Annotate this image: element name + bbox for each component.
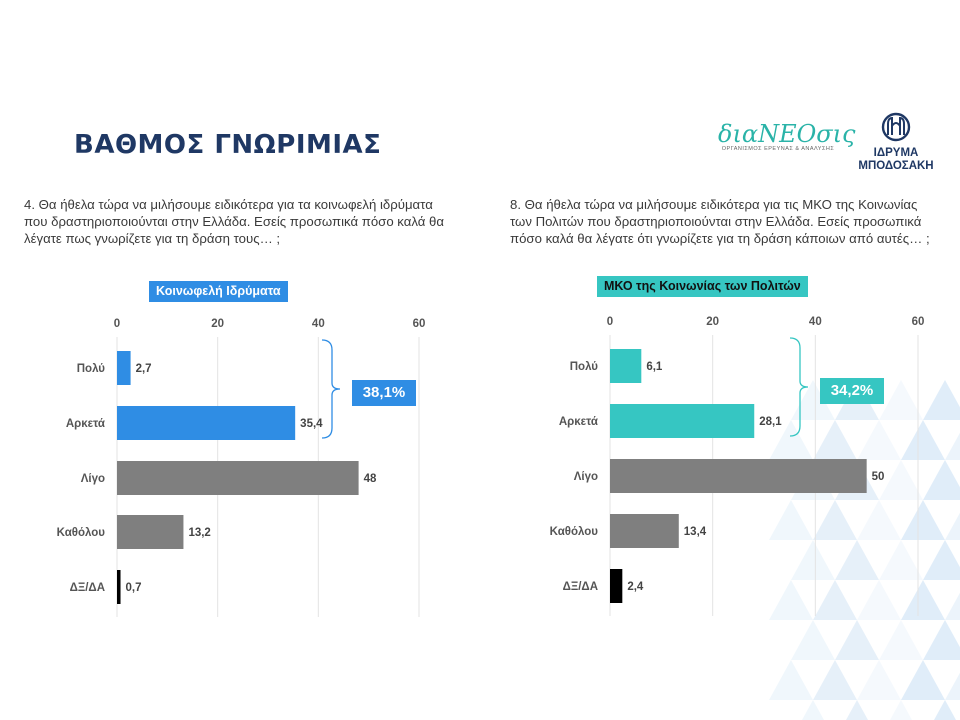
page-title: ΒΑΘΜΟΣ ΓΝΩΡΙΜΙΑΣ bbox=[74, 130, 382, 160]
summary-badge-right: 34,2% bbox=[820, 378, 884, 404]
bar bbox=[117, 351, 131, 385]
x-tick-label: 60 bbox=[912, 316, 925, 328]
value-label: 35,4 bbox=[300, 418, 323, 430]
decor-triangle bbox=[879, 380, 923, 420]
value-label: 13,4 bbox=[684, 526, 707, 538]
x-tick-label: 40 bbox=[312, 318, 325, 330]
x-tick-label: 20 bbox=[706, 316, 719, 328]
decor-triangle bbox=[813, 420, 857, 460]
grouping-bracket bbox=[789, 337, 809, 437]
bodossaki-name-line1: ΙΔΡΥΜΑ bbox=[873, 147, 919, 159]
decor-triangle bbox=[769, 580, 813, 620]
category-label: Καθόλου bbox=[57, 527, 106, 539]
value-label: 6,1 bbox=[646, 361, 663, 373]
decor-triangle bbox=[769, 660, 813, 700]
bodossaki-emblem-icon bbox=[881, 112, 911, 142]
category-label: ΔΞ/ΔΑ bbox=[563, 581, 598, 593]
bar bbox=[610, 349, 642, 383]
value-label: 2,7 bbox=[136, 363, 152, 375]
category-label: Πολύ bbox=[77, 363, 106, 375]
decor-triangle bbox=[857, 660, 901, 700]
bar bbox=[117, 515, 184, 549]
bodossaki-logo: ΙΔΡΥΜΑ ΜΠΟΔΟΣΑΚΗ bbox=[846, 112, 946, 173]
decor-triangle bbox=[901, 580, 945, 620]
question-text-left: 4. Θα ήθελα τώρα να μιλήσουμε ειδικότερα… bbox=[24, 197, 445, 246]
decor-triangle bbox=[813, 580, 857, 620]
decor-triangle bbox=[846, 700, 868, 720]
bar bbox=[117, 461, 359, 495]
dianeosis-logo: διαΝΕΟσις ΟΡΓΑΝΙΣΜΟΣ ΕΡΕΥΝΑΣ & ΑΝΑΛΥΣΗΣ bbox=[718, 120, 856, 152]
decor-triangle bbox=[934, 700, 956, 720]
value-label: 0,7 bbox=[126, 582, 142, 594]
category-label: Αρκετά bbox=[559, 416, 598, 428]
grouping-bracket bbox=[321, 339, 341, 439]
decor-triangle bbox=[945, 592, 960, 620]
decor-triangle bbox=[791, 380, 835, 420]
x-tick-label: 20 bbox=[211, 318, 224, 330]
decor-triangle bbox=[923, 460, 960, 500]
decor-triangle bbox=[813, 660, 857, 700]
decor-triangle bbox=[879, 460, 923, 500]
decor-triangle bbox=[769, 500, 813, 540]
decor-triangle bbox=[857, 500, 901, 540]
bar bbox=[610, 459, 867, 493]
chart-title-left: Κοινωφελή Ιδρύματα bbox=[149, 281, 288, 302]
x-tick-label: 60 bbox=[413, 318, 426, 330]
category-label: Καθόλου bbox=[550, 526, 599, 538]
x-tick-label: 0 bbox=[114, 318, 120, 330]
decor-triangle bbox=[879, 620, 923, 660]
bar bbox=[610, 404, 755, 438]
decor-triangle bbox=[835, 540, 879, 580]
decor-triangle bbox=[923, 540, 960, 580]
category-label: Αρκετά bbox=[66, 418, 105, 430]
decor-triangle bbox=[769, 420, 813, 460]
decor-triangle bbox=[879, 540, 923, 580]
decor-triangle bbox=[945, 432, 960, 460]
dianeosis-tagline: ΟΡΓΑΝΙΣΜΟΣ ΕΡΕΥΝΑΣ & ΑΝΑΛΥΣΗΣ bbox=[721, 146, 835, 152]
decor-triangle bbox=[945, 672, 960, 700]
question-text-right: 8. Θα ήθελα τώρα να μιλήσουμε ειδικότερα… bbox=[510, 197, 930, 246]
decor-triangle bbox=[945, 512, 960, 540]
value-label: 28,1 bbox=[759, 416, 782, 428]
bodossaki-name-line2: ΜΠΟΔΟΣΑΚΗ bbox=[858, 160, 934, 172]
decor-triangle bbox=[890, 700, 912, 720]
decor-triangle bbox=[813, 500, 857, 540]
category-label: Πολύ bbox=[570, 361, 599, 373]
decor-triangle bbox=[857, 420, 901, 460]
category-label: ΔΞ/ΔΑ bbox=[70, 582, 105, 594]
value-label: 50 bbox=[872, 471, 885, 483]
x-tick-label: 0 bbox=[607, 316, 613, 328]
decor-triangle bbox=[901, 660, 945, 700]
decor-triangle bbox=[923, 380, 960, 420]
x-tick-label: 40 bbox=[809, 316, 822, 328]
value-label: 48 bbox=[364, 473, 377, 485]
decor-triangle bbox=[901, 420, 945, 460]
summary-badge-left: 38,1% bbox=[352, 380, 416, 406]
bar bbox=[610, 569, 623, 603]
decor-triangle bbox=[802, 700, 824, 720]
decor-triangle bbox=[923, 620, 960, 660]
decor-triangle bbox=[791, 620, 835, 660]
bar bbox=[610, 514, 679, 548]
value-label: 2,4 bbox=[627, 581, 644, 593]
decor-triangle bbox=[791, 540, 835, 580]
decor-triangle bbox=[901, 500, 945, 540]
category-label: Λίγο bbox=[574, 471, 598, 483]
bar bbox=[117, 406, 296, 440]
value-label: 13,2 bbox=[188, 527, 210, 539]
dianeosis-wordmark: διαΝΕΟσις bbox=[718, 120, 856, 148]
category-label: Λίγο bbox=[81, 473, 105, 485]
chart-title-right: ΜΚΟ της Κοινωνίας των Πολιτών bbox=[597, 276, 808, 297]
decor-triangle bbox=[835, 620, 879, 660]
decor-triangle bbox=[857, 580, 901, 620]
bar bbox=[117, 570, 121, 604]
